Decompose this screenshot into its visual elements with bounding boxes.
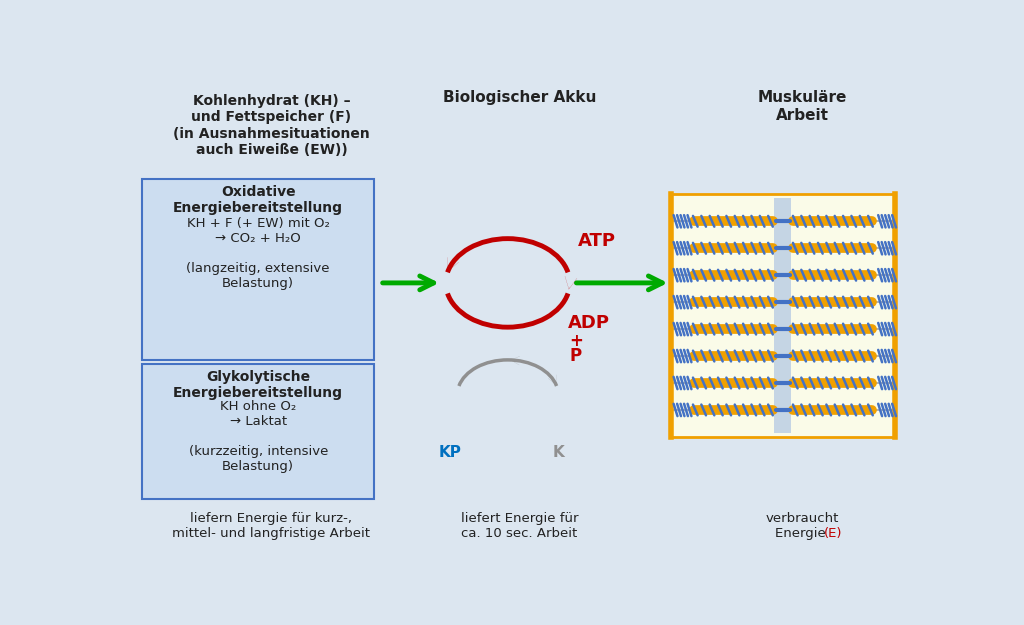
Text: K: K [552, 444, 564, 459]
Text: KH + F (+ EW) mit O₂
→ CO₂ + H₂O

(langzeitig, extensive
Belastung): KH + F (+ EW) mit O₂ → CO₂ + H₂O (langze… [186, 217, 330, 291]
FancyBboxPatch shape [774, 198, 792, 433]
Text: P: P [570, 347, 582, 365]
Text: ADP: ADP [568, 314, 610, 332]
Text: Muskuläre
Arbeit: Muskuläre Arbeit [758, 91, 847, 123]
Text: Biologischer Akku: Biologischer Akku [442, 91, 596, 106]
Text: liefert Energie für
ca. 10 sec. Arbeit: liefert Energie für ca. 10 sec. Arbeit [461, 512, 579, 539]
FancyBboxPatch shape [142, 179, 375, 360]
FancyBboxPatch shape [142, 364, 375, 499]
Text: ATP: ATP [578, 231, 615, 249]
Text: KH ohne O₂
→ Laktat

(kurzzeitig, intensive
Belastung): KH ohne O₂ → Laktat (kurzzeitig, intensi… [188, 400, 328, 473]
Text: (E): (E) [824, 527, 843, 540]
Text: liefern Energie für kurz-,
mittel- und langfristige Arbeit: liefern Energie für kurz-, mittel- und l… [172, 512, 371, 539]
Text: Glykolytische
Energiebereitstellung: Glykolytische Energiebereitstellung [173, 370, 343, 400]
Text: verbraucht
Energie: verbraucht Energie [766, 512, 839, 539]
Text: Kohlenhydrat (KH) –
und Fettspeicher (F)
(in Ausnahmesituationen
auch Eiweiße (E: Kohlenhydrat (KH) – und Fettspeicher (F)… [173, 94, 370, 157]
FancyBboxPatch shape [671, 194, 895, 437]
Text: KP: KP [438, 444, 461, 459]
Text: Oxidative
Energiebereitstellung: Oxidative Energiebereitstellung [173, 185, 343, 215]
Text: +: + [569, 332, 583, 349]
